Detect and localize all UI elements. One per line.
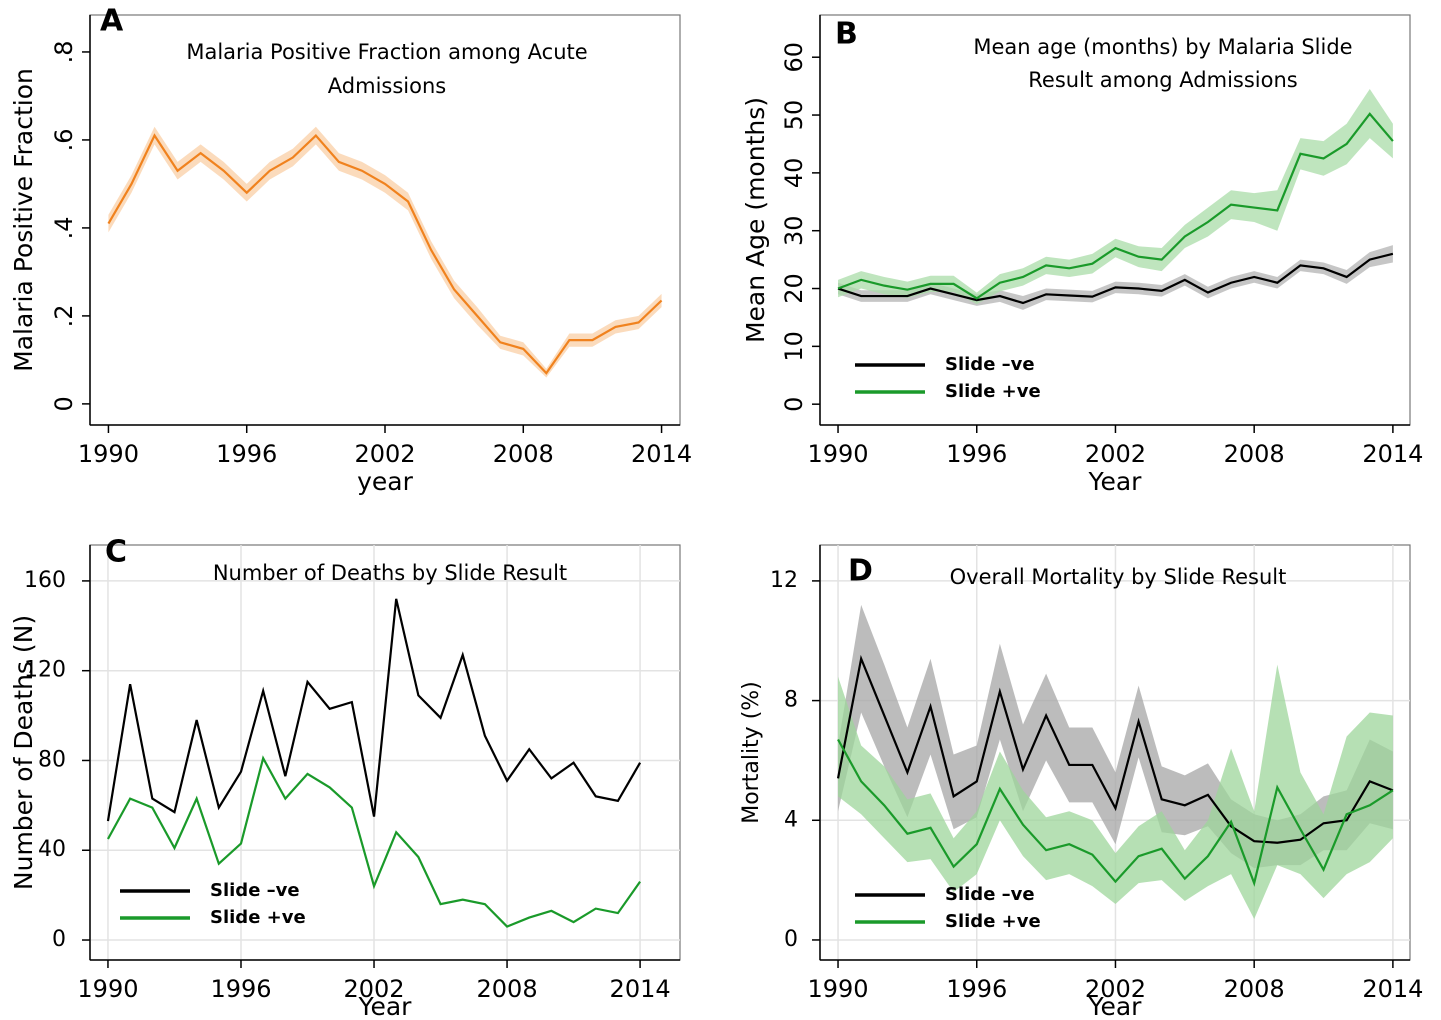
chart-title: Number of Deaths by Slide Result <box>213 561 567 585</box>
x-tick-label: 2014 <box>1362 975 1423 1003</box>
y-tick-label: .2 <box>50 304 78 327</box>
y-tick-label: 20 <box>780 273 808 304</box>
line <box>106 755 641 928</box>
y-tick-label: 0 <box>50 396 78 411</box>
y-tick-label: 160 <box>24 568 66 593</box>
line <box>106 598 642 822</box>
confidence-band <box>108 126 662 378</box>
y-tick-label: 50 <box>780 100 808 131</box>
x-tick-label: 1996 <box>216 440 277 468</box>
y-tick-label: .6 <box>50 128 78 151</box>
line <box>837 252 1394 305</box>
y-tick-label: 30 <box>780 215 808 246</box>
confidence-band <box>838 664 1393 920</box>
confidence-band <box>838 245 1393 310</box>
x-tick-label: 2014 <box>631 440 692 468</box>
y-tick-label: 10 <box>780 331 808 362</box>
x-tick-label: 2008 <box>493 440 554 468</box>
y-tick-label: 0 <box>784 927 798 952</box>
x-tick-label: 1990 <box>77 975 138 1003</box>
x-tick-label: 2014 <box>1362 440 1423 468</box>
legend-label: Slide +ve <box>210 907 306 928</box>
x-tick-label: 2008 <box>477 975 538 1003</box>
legend-label: Slide +ve <box>945 911 1041 932</box>
x-tick-label: 2002 <box>343 975 404 1003</box>
y-axis-label: Mean Age (months) <box>741 97 770 343</box>
line <box>837 738 1394 887</box>
line <box>837 112 1394 300</box>
x-axis-label: Year <box>358 992 413 1020</box>
line <box>107 133 663 375</box>
y-tick-label: 0 <box>780 397 808 412</box>
y-tick-label: 40 <box>38 837 66 862</box>
legend-label: Slide –ve <box>945 884 1035 905</box>
x-tick-label: 1996 <box>946 440 1007 468</box>
plot-frame <box>89 544 681 961</box>
x-tick-label: 2014 <box>610 975 671 1003</box>
x-axis-label: Year <box>1088 467 1143 496</box>
legend-label: Slide –ve <box>210 880 300 901</box>
chart-title: Malaria Positive Fraction among Acute <box>186 40 587 64</box>
y-tick-label: 8 <box>784 688 798 713</box>
chart-title: Result among Admissions <box>1028 68 1297 92</box>
chart-title: Overall Mortality by Slide Result <box>950 565 1287 589</box>
panel-label: C <box>105 535 127 570</box>
legend-label: Slide +ve <box>945 381 1041 402</box>
y-tick-label: .4 <box>50 216 78 239</box>
y-tick-label: 60 <box>780 42 808 73</box>
legend-label: Slide –ve <box>945 354 1035 375</box>
y-tick-label: 80 <box>38 747 66 772</box>
x-tick-label: 1996 <box>946 975 1007 1003</box>
x-tick-label: 1990 <box>807 440 868 468</box>
panel-label: B <box>835 17 858 52</box>
y-axis-label: Number of Deaths (N) <box>9 615 38 890</box>
x-tick-label: 1996 <box>210 975 271 1003</box>
x-axis-label: Year <box>1088 992 1143 1020</box>
x-tick-label: 2008 <box>1224 975 1285 1003</box>
y-tick-label: 120 <box>24 658 66 683</box>
y-tick-label: 40 <box>780 158 808 189</box>
x-tick-label: 2002 <box>354 440 415 468</box>
x-tick-label: 2002 <box>1085 975 1146 1003</box>
x-tick-label: 1990 <box>807 975 868 1003</box>
x-tick-label: 1990 <box>78 440 139 468</box>
y-tick-label: 0 <box>52 927 66 952</box>
panel-label: D <box>848 554 873 589</box>
x-tick-label: 2002 <box>1085 440 1146 468</box>
chart-title: Mean age (months) by Malaria Slide <box>973 35 1352 59</box>
x-tick-label: 2008 <box>1224 440 1285 468</box>
y-axis-label: Mortality (%) <box>739 681 764 824</box>
x-axis-label: year <box>357 467 413 496</box>
y-tick-label: 4 <box>784 807 798 832</box>
y-tick-label: 12 <box>770 568 798 593</box>
line <box>836 654 1394 844</box>
y-tick-label: .8 <box>50 40 78 63</box>
chart-title: Admissions <box>328 74 446 98</box>
panel-label: A <box>100 4 124 39</box>
y-axis-label: Malaria Positive Fraction <box>9 68 38 372</box>
confidence-band <box>838 604 1393 869</box>
